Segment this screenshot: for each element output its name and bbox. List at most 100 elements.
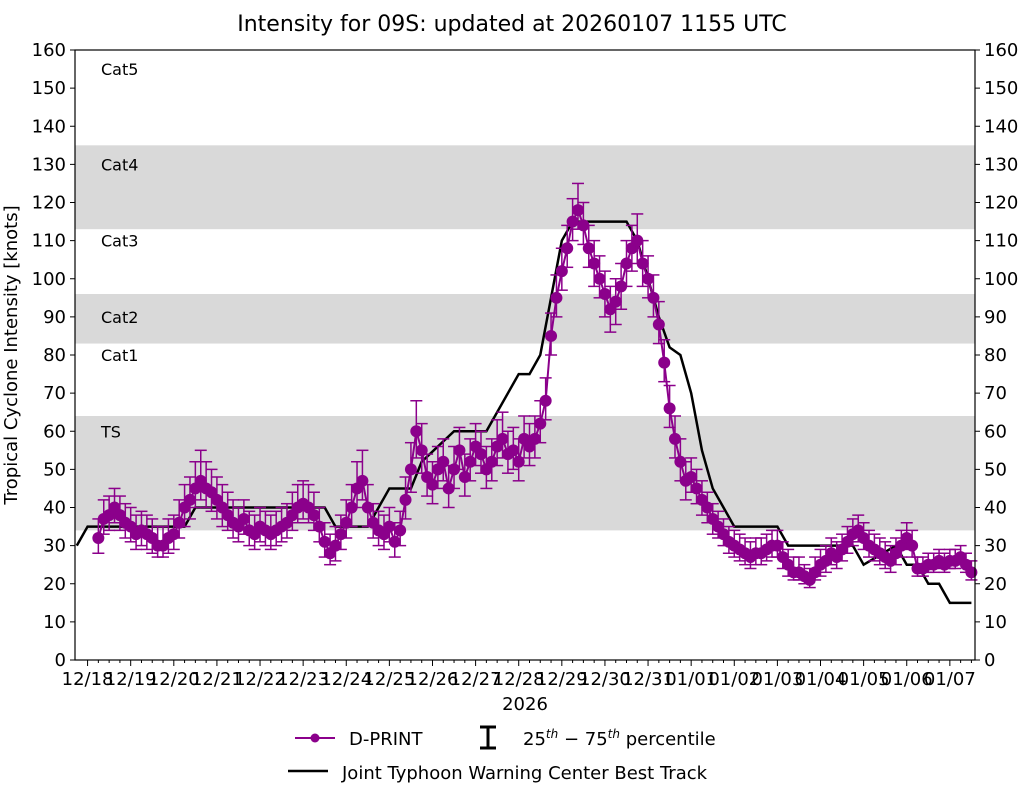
x-tick-label: 12/20 <box>148 669 200 690</box>
y-tick-label-right: 10 <box>984 612 1007 633</box>
dprint-point <box>528 432 541 445</box>
dprint-point <box>415 444 428 457</box>
dprint-point <box>173 516 186 529</box>
category-label-cat5: Cat5 <box>101 60 138 79</box>
dprint-point <box>647 291 660 304</box>
dprint-point <box>237 512 250 525</box>
y-tick-label-right: 130 <box>984 154 1018 175</box>
dprint-point <box>906 539 919 552</box>
y-tick-label-right: 100 <box>984 269 1018 290</box>
dprint-point <box>453 444 466 457</box>
dprint-series <box>92 182 978 589</box>
legend-p25: 25 <box>523 729 546 750</box>
dprint-point <box>636 257 649 270</box>
dprint-point <box>399 493 412 506</box>
dprint-point <box>577 219 590 232</box>
legend: D-PRINT 25th − 75th percentile Joint Typ… <box>288 725 716 784</box>
dprint-point <box>550 291 563 304</box>
y-tick-label-left: 140 <box>32 116 66 137</box>
y-tick-label-left: 80 <box>43 345 66 366</box>
legend-dprint-label: D-PRINT <box>349 729 423 750</box>
x-tick-label: 01/03 <box>751 669 803 690</box>
y-tick-label-left: 130 <box>32 154 66 175</box>
dprint-point <box>690 482 703 495</box>
dprint-point <box>394 524 407 537</box>
y-tick-label-left: 120 <box>32 193 66 214</box>
dprint-point <box>485 455 498 468</box>
legend-sup1: th <box>546 727 558 741</box>
y-tick-label-right: 50 <box>984 459 1007 480</box>
chart-title: Intensity for 09S: updated at 20260107 1… <box>237 12 787 37</box>
dprint-point <box>771 539 784 552</box>
legend-percentile-label: 25th − 75th percentile <box>523 727 716 750</box>
dprint-point <box>334 528 347 541</box>
x-tick-label: 12/27 <box>450 669 502 690</box>
dprint-point <box>361 501 374 514</box>
dprint-point <box>356 474 369 487</box>
y-axis-label: Tropical Cyclone Intensity [knots] <box>1 205 22 505</box>
dprint-point <box>92 532 105 544</box>
y-tick-label-left: 30 <box>43 536 66 557</box>
dprint-point <box>167 528 180 541</box>
y-tick-label-left: 10 <box>43 612 66 633</box>
dprint-point <box>474 448 487 461</box>
dprint-point <box>555 265 568 278</box>
dprint-point <box>464 455 477 468</box>
x-tick-label: 01/04 <box>795 669 847 690</box>
y-tick-label-left: 50 <box>43 459 66 480</box>
dprint-point <box>507 444 520 457</box>
legend-besttrack-label: Joint Typhoon Warning Center Best Track <box>341 763 708 784</box>
dprint-point <box>965 566 978 579</box>
y-tick-label-right: 150 <box>984 78 1018 99</box>
y-tick-label-left: 110 <box>32 231 66 252</box>
dprint-point <box>685 471 698 483</box>
category-label-cat3: Cat3 <box>101 232 138 251</box>
y-tick-label-left: 90 <box>43 307 66 328</box>
y-tick-label-right: 80 <box>984 345 1007 366</box>
dprint-point <box>183 493 196 506</box>
x-tick-label: 01/05 <box>838 669 890 690</box>
dprint-point <box>658 356 671 369</box>
dprint-point <box>652 318 665 331</box>
dprint-point <box>512 455 525 468</box>
legend-sup2: th <box>608 727 620 741</box>
dprint-point <box>620 257 633 270</box>
x-tick-label: 12/18 <box>62 669 114 690</box>
y-axis-ticks: 0 0 10 10 20 20 30 30 40 40 50 50 60 60 70 70 80 80 90 90 10… <box>32 40 1019 671</box>
legend-percentile-suffix: percentile <box>620 729 716 750</box>
x-tick-label: 12/21 <box>191 669 243 690</box>
y-tick-label-left: 70 <box>43 383 66 404</box>
x-tick-label: 01/01 <box>665 669 717 690</box>
band-cat2 <box>75 294 975 344</box>
dprint-point <box>582 242 595 255</box>
y-tick-label-right: 60 <box>984 421 1007 442</box>
y-tick-label-left: 150 <box>32 78 66 99</box>
category-label-cat4: Cat4 <box>101 155 138 174</box>
x-tick-label: 12/29 <box>536 669 588 690</box>
dprint-point <box>329 539 342 552</box>
dprint-point <box>534 417 547 430</box>
y-tick-label-left: 60 <box>43 421 66 442</box>
x-tick-label: 01/06 <box>881 669 933 690</box>
y-tick-label-right: 160 <box>984 40 1018 61</box>
dprint-point <box>539 394 552 407</box>
dprint-point <box>701 501 714 514</box>
dprint-point <box>663 402 676 415</box>
y-tick-label-right: 20 <box>984 574 1007 595</box>
x-axis-label: 2026 <box>502 694 548 715</box>
dprint-point <box>496 432 509 445</box>
category-label-cat1: Cat1 <box>101 346 138 365</box>
y-tick-label-right: 110 <box>984 231 1018 252</box>
x-tick-label: 12/23 <box>277 669 329 690</box>
dprint-point <box>642 272 655 285</box>
category-labels: TS Cat1 Cat2 Cat3 Cat4 Cat5 <box>100 60 138 441</box>
category-label-cat2: Cat2 <box>101 308 138 327</box>
dprint-point <box>383 520 396 533</box>
dprint-point <box>631 234 644 247</box>
dprint-point <box>566 215 579 228</box>
dprint-point <box>571 204 584 217</box>
dprint-point <box>609 295 622 308</box>
y-tick-label-right: 30 <box>984 536 1007 557</box>
y-tick-label-right: 90 <box>984 307 1007 328</box>
x-tick-label: 12/26 <box>407 669 459 690</box>
